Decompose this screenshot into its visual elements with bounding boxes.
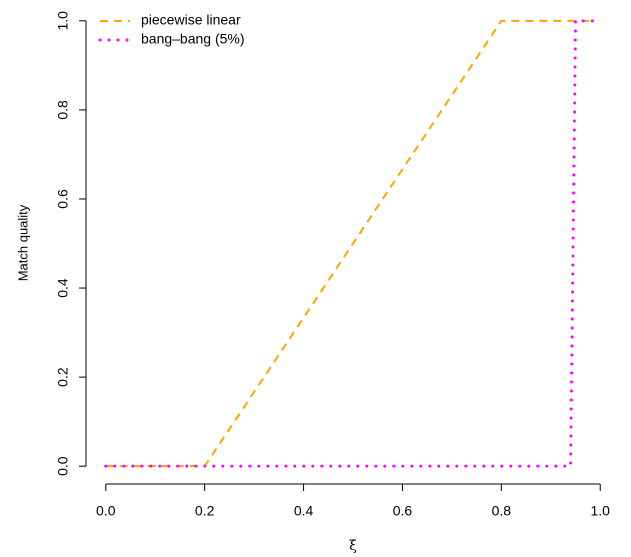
x-tick-label: 0.2 [195, 503, 215, 519]
y-axis-label: Match quality [15, 204, 30, 281]
legend-label: piecewise linear [141, 12, 241, 28]
legend-label: bang–bang (5%) [141, 31, 245, 47]
x-tick-label: 0.0 [96, 503, 116, 519]
x-axis-label: ξ [349, 538, 357, 554]
y-tick-label: 0.6 [55, 189, 71, 209]
y-tick-label: 0.4 [55, 278, 71, 298]
x-tick-label: 0.6 [393, 503, 413, 519]
x-tick-label: 0.8 [492, 503, 512, 519]
y-tick-label: 0.8 [55, 100, 71, 120]
series-line [105, 19, 596, 468]
x-tick-label: 0.4 [294, 503, 314, 519]
y-tick-label: 1.0 [55, 11, 71, 31]
y-tick-label: 0.0 [55, 456, 71, 476]
series-line [104, 19, 597, 468]
y-tick-label: 0.2 [55, 367, 71, 387]
x-tick-label: 1.0 [590, 503, 610, 519]
